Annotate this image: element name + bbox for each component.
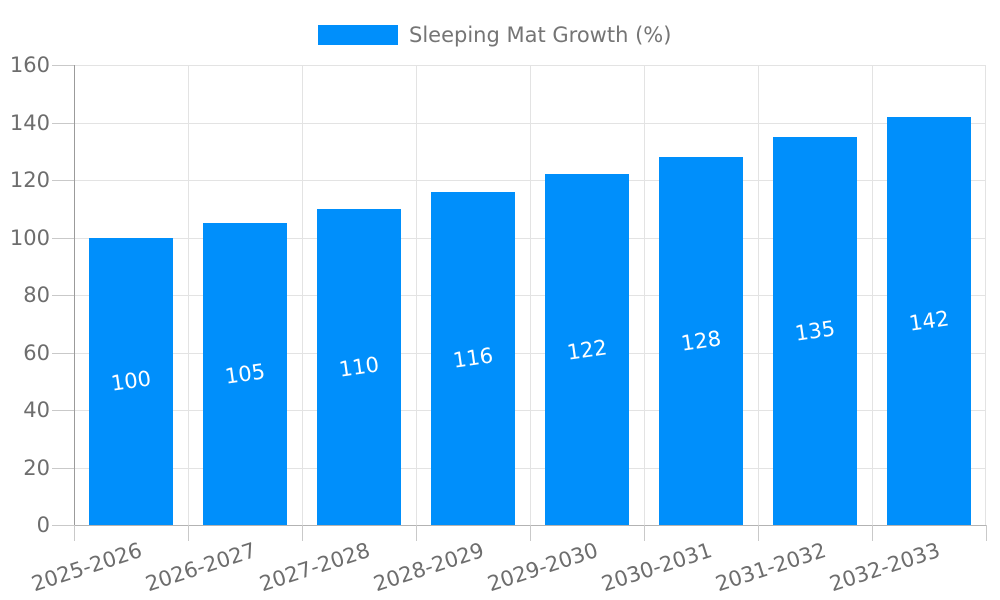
x-axis-tick-label: 2026-2027 [142,538,259,597]
x-axis-tick [758,525,759,541]
y-axis-tick [52,410,74,411]
bar-value-label: 142 [907,306,951,336]
y-axis-line [74,65,75,541]
x-axis-tick [416,525,417,541]
bar-value-label: 110 [337,352,381,382]
y-axis-tick [52,295,74,296]
y-axis-tick-label: 40 [23,398,50,422]
x-gridline [985,65,986,525]
x-axis-tick [74,525,75,541]
x-gridline [416,65,417,525]
y-axis-tick-label: 80 [23,283,50,307]
bar[interactable]: 105 [203,223,287,525]
x-gridline [302,65,303,525]
x-axis-tick-label: 2025-2026 [28,538,145,597]
bar[interactable]: 128 [659,157,743,525]
legend-label: Sleeping Mat Growth (%) [409,23,672,47]
bar-value-label: 135 [793,316,837,346]
x-axis-tick [986,525,987,541]
bar-value-label: 100 [109,366,153,396]
x-axis-tick [302,525,303,541]
y-axis-tick [52,180,74,181]
y-axis-tick [52,65,74,66]
y-axis-tick [52,122,74,124]
x-axis-line [52,525,986,526]
x-axis-tick [644,525,645,541]
x-axis-tick-label: 2030-2031 [598,538,715,597]
bar-value-label: 105 [223,359,267,389]
bar[interactable]: 110 [317,208,401,525]
x-gridline [188,65,189,525]
x-axis-tick-label: 2027-2028 [256,538,373,597]
x-axis-tick [872,525,873,541]
y-axis-tick-label: 120 [9,168,50,192]
y-axis-tick-label: 20 [23,455,50,480]
y-axis-tick [52,525,74,526]
bar[interactable]: 122 [545,174,629,525]
y-axis-tick-label: 60 [23,340,50,365]
x-axis-tick [188,525,189,541]
bar[interactable]: 116 [431,191,515,525]
y-axis-tick [52,352,74,354]
bar-value-label: 122 [565,334,609,365]
x-axis-tick-label: 2032-2033 [826,538,943,597]
bar-value-label: 128 [679,326,723,356]
x-gridline [872,65,873,525]
y-axis-tick-label: 140 [9,110,50,135]
x-axis-tick-label: 2029-2030 [484,538,601,597]
x-gridline [644,65,645,525]
legend-swatch [318,25,398,45]
y-axis-tick-label: 160 [9,53,50,77]
bar[interactable]: 142 [887,116,971,525]
x-gridline [758,65,759,525]
y-axis-tick [52,467,74,469]
x-gridline [530,65,531,525]
x-axis-tick-label: 2031-2032 [712,538,829,597]
x-axis-tick-label: 2028-2029 [370,538,487,597]
x-axis-tick [530,525,531,541]
bar-value-label: 116 [451,343,495,373]
y-axis-tick-label: 0 [36,513,50,537]
y-axis-tick-label: 100 [9,225,50,250]
bar[interactable]: 100 [89,237,173,525]
plot-area: 100 105 110 116 122 128 135 142 [74,65,986,525]
bar[interactable]: 135 [773,136,857,525]
y-axis-tick [52,237,74,239]
legend-item[interactable]: Sleeping Mat Growth (%) [318,23,671,47]
